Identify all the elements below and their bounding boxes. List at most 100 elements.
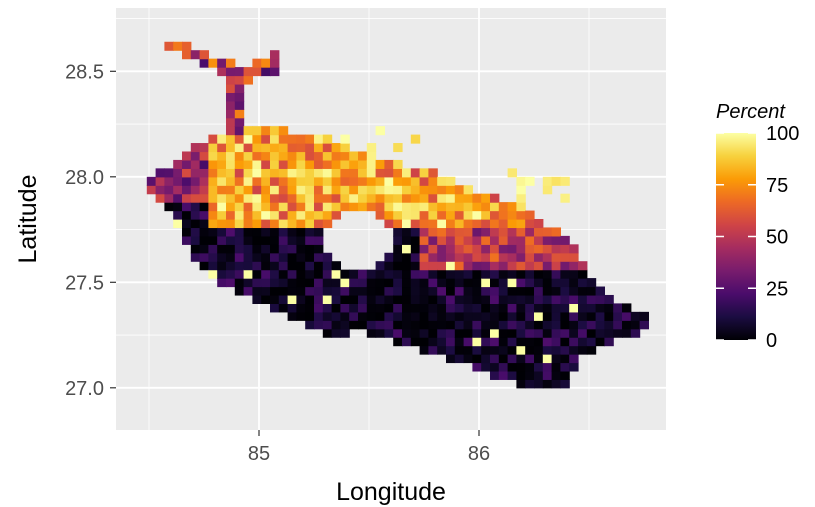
x-tick-label: 85 (248, 443, 270, 465)
heatmap-cell (252, 244, 262, 254)
heatmap-cell (226, 100, 236, 110)
heatmap-cell (454, 286, 465, 296)
heatmap-cell (446, 278, 456, 288)
heatmap-cell (217, 143, 227, 153)
heatmap-cell (208, 219, 218, 229)
heatmap-cell (243, 244, 253, 254)
heatmap-cell (366, 286, 377, 296)
heatmap-cell (243, 235, 253, 245)
heatmap-cell (182, 50, 192, 60)
heatmap-cell (305, 252, 315, 262)
heatmap-cell (560, 337, 570, 347)
heatmap-cell (393, 185, 403, 195)
heatmap-cell (419, 345, 429, 355)
heatmap-cell (551, 294, 561, 304)
heatmap-cell (384, 261, 394, 271)
legend-tick-label: 100 (766, 123, 799, 145)
heatmap-cell (516, 202, 526, 212)
heatmap-cell (551, 252, 561, 262)
heatmap-cell (560, 320, 570, 330)
heatmap-cell (366, 159, 377, 169)
heatmap-cell (454, 354, 465, 364)
heatmap-cell (542, 261, 553, 271)
heatmap-cell (375, 210, 385, 220)
heatmap-cell (463, 193, 473, 203)
heatmap-cell (155, 193, 165, 203)
heatmap-cell (542, 354, 553, 364)
heatmap-cell (595, 286, 605, 296)
heatmap-cell (551, 328, 561, 338)
heatmap-cell (419, 219, 429, 229)
heatmap-cell (454, 337, 465, 347)
heatmap-cell (208, 168, 218, 178)
heatmap-cell (419, 227, 429, 237)
heatmap-cell (217, 58, 227, 68)
heatmap-cell (560, 193, 570, 203)
heatmap-cell (402, 219, 412, 229)
heatmap-cell (498, 244, 509, 254)
heatmap-cell (578, 286, 588, 296)
heatmap-cell (261, 210, 271, 220)
heatmap-cell (190, 185, 201, 195)
heatmap-cell (190, 202, 201, 212)
heatmap-cell (419, 185, 429, 195)
heatmap-cell (226, 126, 236, 136)
heatmap-cell (393, 202, 403, 212)
heatmap-cell (419, 294, 429, 304)
heatmap-cell (463, 261, 473, 271)
heatmap-cell (296, 168, 306, 178)
heatmap-cell (410, 252, 421, 262)
heatmap-cell (569, 337, 579, 347)
heatmap-cell (516, 379, 526, 389)
heatmap-cell (437, 219, 447, 229)
heatmap-cell (516, 261, 526, 271)
heatmap-cell (586, 345, 597, 355)
heatmap-cell (358, 202, 368, 212)
heatmap-cell (226, 75, 236, 85)
heatmap-cell (182, 235, 192, 245)
heatmap-cell (410, 328, 421, 338)
heatmap-cell (226, 92, 236, 102)
heatmap-cell (604, 320, 614, 330)
heatmap-cell (551, 176, 561, 186)
heatmap-cell (199, 58, 209, 68)
heatmap-cell (261, 134, 271, 144)
heatmap-cell (630, 328, 641, 338)
heatmap-cell (516, 354, 526, 364)
heatmap-cell (446, 193, 456, 203)
heatmap-cell (384, 303, 394, 313)
heatmap-cell (419, 278, 429, 288)
heatmap-cell (472, 303, 482, 313)
heatmap-cell (560, 362, 570, 372)
heatmap-cell (190, 210, 201, 220)
heatmap-cell (446, 185, 456, 195)
heatmap-cell (393, 252, 403, 262)
heatmap-cell (454, 261, 465, 271)
heatmap-cell (428, 227, 438, 237)
heatmap-cell (454, 193, 465, 203)
heatmap-cell (454, 311, 465, 321)
heatmap-cell (208, 269, 218, 279)
heatmap-cell (498, 311, 509, 321)
heatmap-cell (217, 278, 227, 288)
heatmap-cell (182, 185, 192, 195)
heatmap-cell (182, 168, 192, 178)
heatmap-cell (314, 227, 324, 237)
heatmap-cell (516, 210, 526, 220)
heatmap-cell (454, 345, 465, 355)
heatmap-cell (217, 219, 227, 229)
heatmap-cell (322, 278, 333, 288)
heatmap-cell (261, 294, 271, 304)
heatmap-cell (542, 345, 553, 355)
heatmap-cell (226, 244, 236, 254)
heatmap-cell (340, 286, 350, 296)
heatmap-cell (314, 269, 324, 279)
heatmap-cell (208, 210, 218, 220)
heatmap-cell (446, 261, 456, 271)
heatmap-cell (190, 193, 201, 203)
heatmap-cell (402, 328, 412, 338)
heatmap-cell (173, 185, 183, 195)
heatmap-cell (454, 303, 465, 313)
heatmap-cell (340, 151, 350, 161)
heatmap-cell (252, 185, 262, 195)
